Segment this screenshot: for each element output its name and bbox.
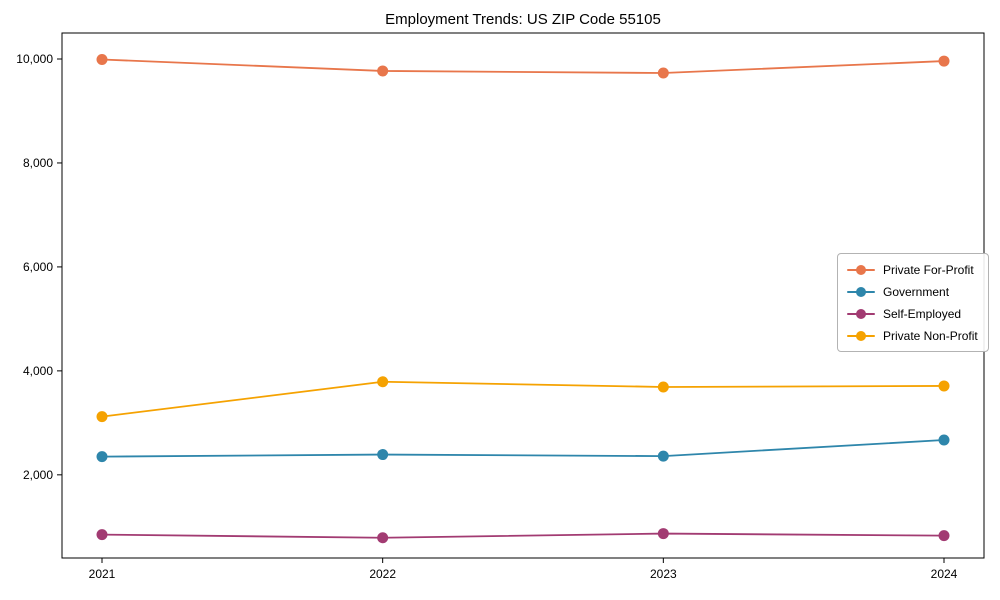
legend-line-marker-icon — [847, 264, 875, 276]
chart-title: Employment Trends: US ZIP Code 55105 — [385, 11, 661, 28]
data-point-self-employed-2023 — [657, 528, 669, 540]
legend-item-private-for-profit: Private For-Profit — [847, 261, 978, 278]
data-point-private-for-profit-2024 — [938, 55, 950, 67]
legend-label-self-employed: Self-Employed — [883, 306, 962, 321]
data-point-government-2022 — [377, 449, 389, 461]
data-point-private-for-profit-2021 — [96, 54, 108, 66]
data-point-private-non-profit-2022 — [377, 376, 389, 388]
data-point-government-2021 — [96, 451, 108, 463]
y-tick-label: 10,000 — [16, 52, 53, 66]
data-point-self-employed-2022 — [377, 532, 389, 544]
series-line-private-non-profit — [101, 380, 945, 418]
series-line-self-employed — [101, 532, 945, 539]
x-tick-label: 2023 — [650, 567, 677, 581]
y-tick-label: 8,000 — [23, 156, 53, 170]
series-line-private-for-profit — [101, 58, 945, 74]
data-point-private-non-profit-2024 — [938, 380, 950, 392]
legend-item-private-non-profit: Private Non-Profit — [847, 327, 978, 344]
x-tick-label: 2021 — [89, 567, 116, 581]
legend-line-marker-icon — [847, 330, 875, 342]
data-point-self-employed-2024 — [938, 530, 950, 542]
data-point-private-for-profit-2023 — [657, 67, 669, 79]
legend-line-marker-icon — [847, 308, 875, 320]
data-point-private-non-profit-2021 — [96, 411, 108, 423]
legend-item-self-employed: Self-Employed — [847, 305, 978, 322]
data-point-private-for-profit-2022 — [377, 65, 389, 77]
y-tick-label: 2,000 — [23, 468, 53, 482]
series-line-government — [101, 439, 945, 458]
legend-item-government: Government — [847, 283, 978, 300]
x-tick-label: 2024 — [931, 567, 958, 581]
x-tick-label: 2022 — [369, 567, 396, 581]
y-tick-label: 6,000 — [23, 260, 53, 274]
chart-legend: Private For-Profit Government Self-Employe… — [837, 253, 989, 352]
legend-label-private-non-profit: Private Non-Profit — [883, 328, 978, 343]
legend-label-government: Government — [883, 284, 950, 299]
data-point-government-2024 — [938, 434, 950, 446]
legend-label-private-for-profit: Private For-Profit — [883, 262, 974, 277]
data-point-self-employed-2021 — [96, 529, 108, 541]
y-tick-label: 4,000 — [23, 364, 53, 378]
data-point-government-2023 — [657, 450, 669, 462]
legend-line-marker-icon — [847, 286, 875, 298]
data-point-private-non-profit-2023 — [657, 381, 669, 393]
